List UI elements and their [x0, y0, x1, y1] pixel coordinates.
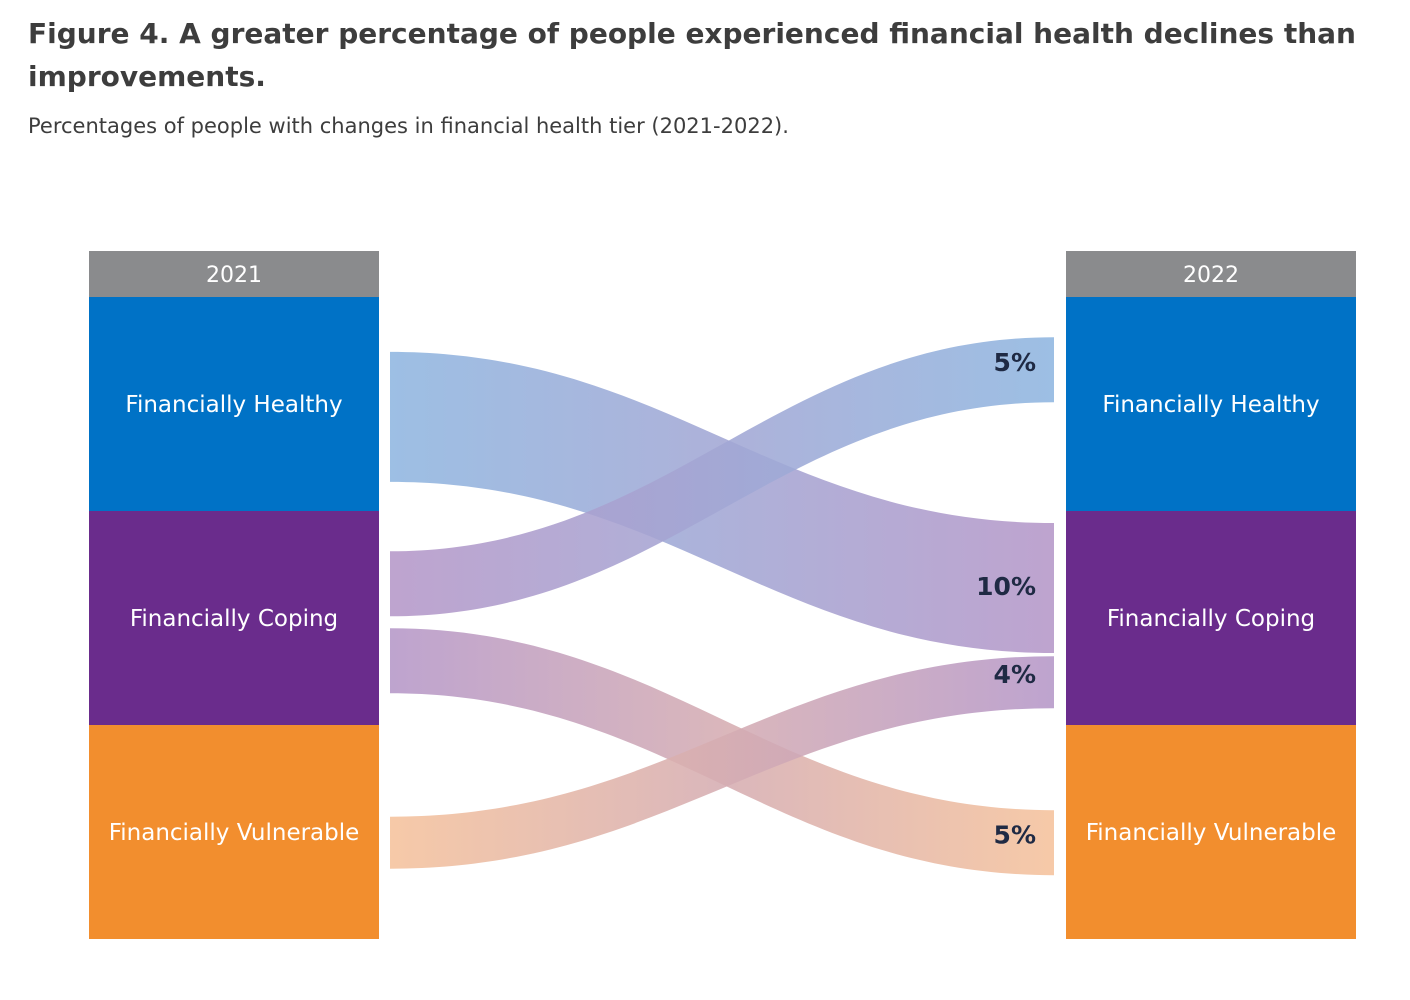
flow-label-financially-healthy-to-financially-coping: 10% — [976, 572, 1036, 601]
tier-label-2022-financially-vulnerable: Financially Vulnerable — [1086, 820, 1337, 846]
chart-title: Figure 4. A greater percentage of people… — [28, 17, 1356, 93]
tier-block-2022-financially-vulnerable — [1066, 725, 1356, 939]
tier-label-2021-financially-coping: Financially Coping — [130, 606, 338, 632]
tier-label-2021-financially-vulnerable: Financially Vulnerable — [109, 820, 360, 846]
flow-band-financially-coping-to-financially-healthy — [390, 337, 1054, 617]
tier-block-2021-financially-coping — [89, 511, 379, 725]
column-header-label-2022: 2022 — [1183, 263, 1239, 288]
tier-label-2022-financially-healthy: Financially Healthy — [1102, 392, 1319, 418]
chart-subtitle: Percentages of people with changes in fi… — [28, 114, 789, 138]
tier-label-2022-financially-coping: Financially Coping — [1107, 606, 1315, 632]
tier-block-2021-financially-vulnerable — [89, 725, 379, 939]
flow-label-financially-coping-to-financially-vulnerable: 5% — [994, 821, 1036, 850]
tier-label-2021-financially-healthy: Financially Healthy — [125, 392, 342, 418]
column-header-2021 — [89, 251, 379, 297]
flow-label-financially-coping-to-financially-healthy: 5% — [994, 348, 1036, 377]
flow-band-financially-vulnerable-to-financially-coping — [390, 656, 1054, 869]
tier-block-2022-financially-coping — [1066, 511, 1356, 725]
tier-block-2022-financially-healthy — [1066, 297, 1356, 511]
column-header-2022 — [1066, 251, 1356, 297]
flow-label-financially-vulnerable-to-financially-coping: 4% — [994, 660, 1036, 689]
tier-block-2021-financially-healthy — [89, 297, 379, 511]
column-header-label-2021: 2021 — [206, 263, 262, 288]
